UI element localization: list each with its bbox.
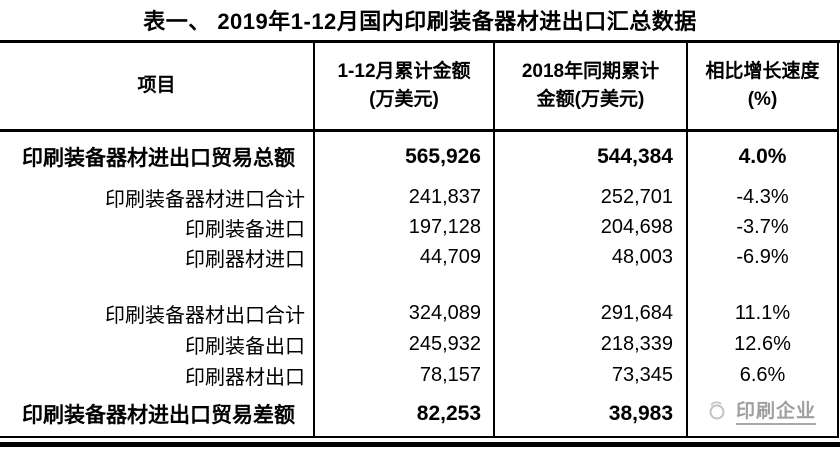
item-cell: 印刷器材出口: [0, 360, 315, 391]
table-row: 印刷装备出口 245,932 218,339 12.6%: [0, 329, 839, 360]
swirl-icon: [709, 400, 733, 428]
amount-2018-cell: 204,698: [495, 212, 688, 242]
growth-cell: 印刷企业: [688, 391, 839, 438]
amount-2019-cell: 78,157: [315, 360, 495, 391]
amount-2019-cell: 565,926: [315, 132, 495, 182]
amount-2018-cell: 252,701: [495, 182, 688, 212]
header-growth-line2: (%): [747, 89, 778, 110]
table-row: 印刷装备器材出口合计 324,089 291,684 11.1%: [0, 298, 839, 329]
summary-table: 项目 1-12月累计金额 (万美元) 2018年同期累计 金额(万美元) 相比增…: [0, 43, 839, 438]
section-spacer-row: [0, 272, 839, 298]
header-2019-line1: 1-12月累计金额: [337, 60, 471, 82]
amount-2019-cell: 44,709: [315, 242, 495, 272]
growth-cell: 12.6%: [688, 329, 839, 360]
amount-2018-cell: 48,003: [495, 242, 688, 272]
growth-cell: -4.3%: [688, 182, 839, 212]
growth-cell: 4.0%: [688, 132, 839, 182]
watermark-text: 印刷企业: [735, 401, 816, 425]
header-cell-2019-amount: 1-12月累计金额 (万美元): [315, 43, 495, 132]
amount-2018-cell: 73,345: [495, 360, 688, 391]
item-cell: 印刷装备出口: [0, 329, 315, 360]
empty-cell: [315, 272, 495, 298]
growth-cell: -6.9%: [688, 242, 839, 272]
table-title: 表一、 2019年1-12月国内印刷装备器材进出口汇总数据: [0, 0, 840, 43]
table-row: 印刷器材出口 78,157 73,345 6.6%: [0, 360, 839, 391]
header-item-label: 项目: [137, 74, 176, 96]
amount-2018-cell: 544,384: [495, 132, 688, 182]
header-cell-item: 项目: [0, 43, 315, 132]
amount-2018-cell: 38,983: [495, 391, 688, 438]
empty-cell: [495, 272, 688, 298]
table-row: 印刷装备器材进口合计 241,837 252,701 -4.3%: [0, 182, 839, 212]
growth-cell: 6.6%: [688, 360, 839, 391]
bottom-divider: [0, 442, 840, 447]
item-cell: 印刷装备器材进出口贸易差额: [0, 391, 315, 438]
amount-2018-cell: 291,684: [495, 298, 688, 329]
header-2019-line2: (万美元): [369, 89, 439, 110]
empty-cell: [0, 272, 315, 298]
amount-2019-cell: 241,837: [315, 182, 495, 212]
item-cell: 印刷装备器材进出口贸易总额: [0, 132, 315, 182]
item-cell: 印刷装备进口: [0, 212, 315, 242]
amount-2019-cell: 82,253: [315, 391, 495, 438]
amount-2018-cell: 218,339: [495, 329, 688, 360]
table-row: 印刷装备器材进出口贸易差额 82,253 38,983 印刷企业: [0, 391, 839, 438]
table-row: 印刷装备进口 197,128 204,698 -3.7%: [0, 212, 839, 242]
header-growth-line1: 相比增长速度: [705, 60, 820, 82]
header-2018-line2: 金额(万美元): [536, 89, 645, 110]
growth-cell: -3.7%: [688, 212, 839, 242]
item-cell: 印刷装备器材出口合计: [0, 298, 315, 329]
watermark-logo: 印刷企业: [709, 400, 816, 428]
amount-2019-cell: 245,932: [315, 329, 495, 360]
header-2018-line1: 2018年同期累计: [521, 60, 660, 82]
table-row: 印刷器材进口 44,709 48,003 -6.9%: [0, 242, 839, 272]
growth-cell: 11.1%: [688, 298, 839, 329]
header-cell-2018-amount: 2018年同期累计 金额(万美元): [495, 43, 688, 132]
item-cell: 印刷器材进口: [0, 242, 315, 272]
amount-2019-cell: 197,128: [315, 212, 495, 242]
table-header-row: 项目 1-12月累计金额 (万美元) 2018年同期累计 金额(万美元) 相比增…: [0, 43, 839, 132]
amount-2019-cell: 324,089: [315, 298, 495, 329]
header-cell-growth: 相比增长速度 (%): [688, 43, 839, 132]
table-row: 印刷装备器材进出口贸易总额 565,926 544,384 4.0%: [0, 132, 839, 182]
empty-cell: [688, 272, 839, 298]
item-cell: 印刷装备器材进口合计: [0, 182, 315, 212]
